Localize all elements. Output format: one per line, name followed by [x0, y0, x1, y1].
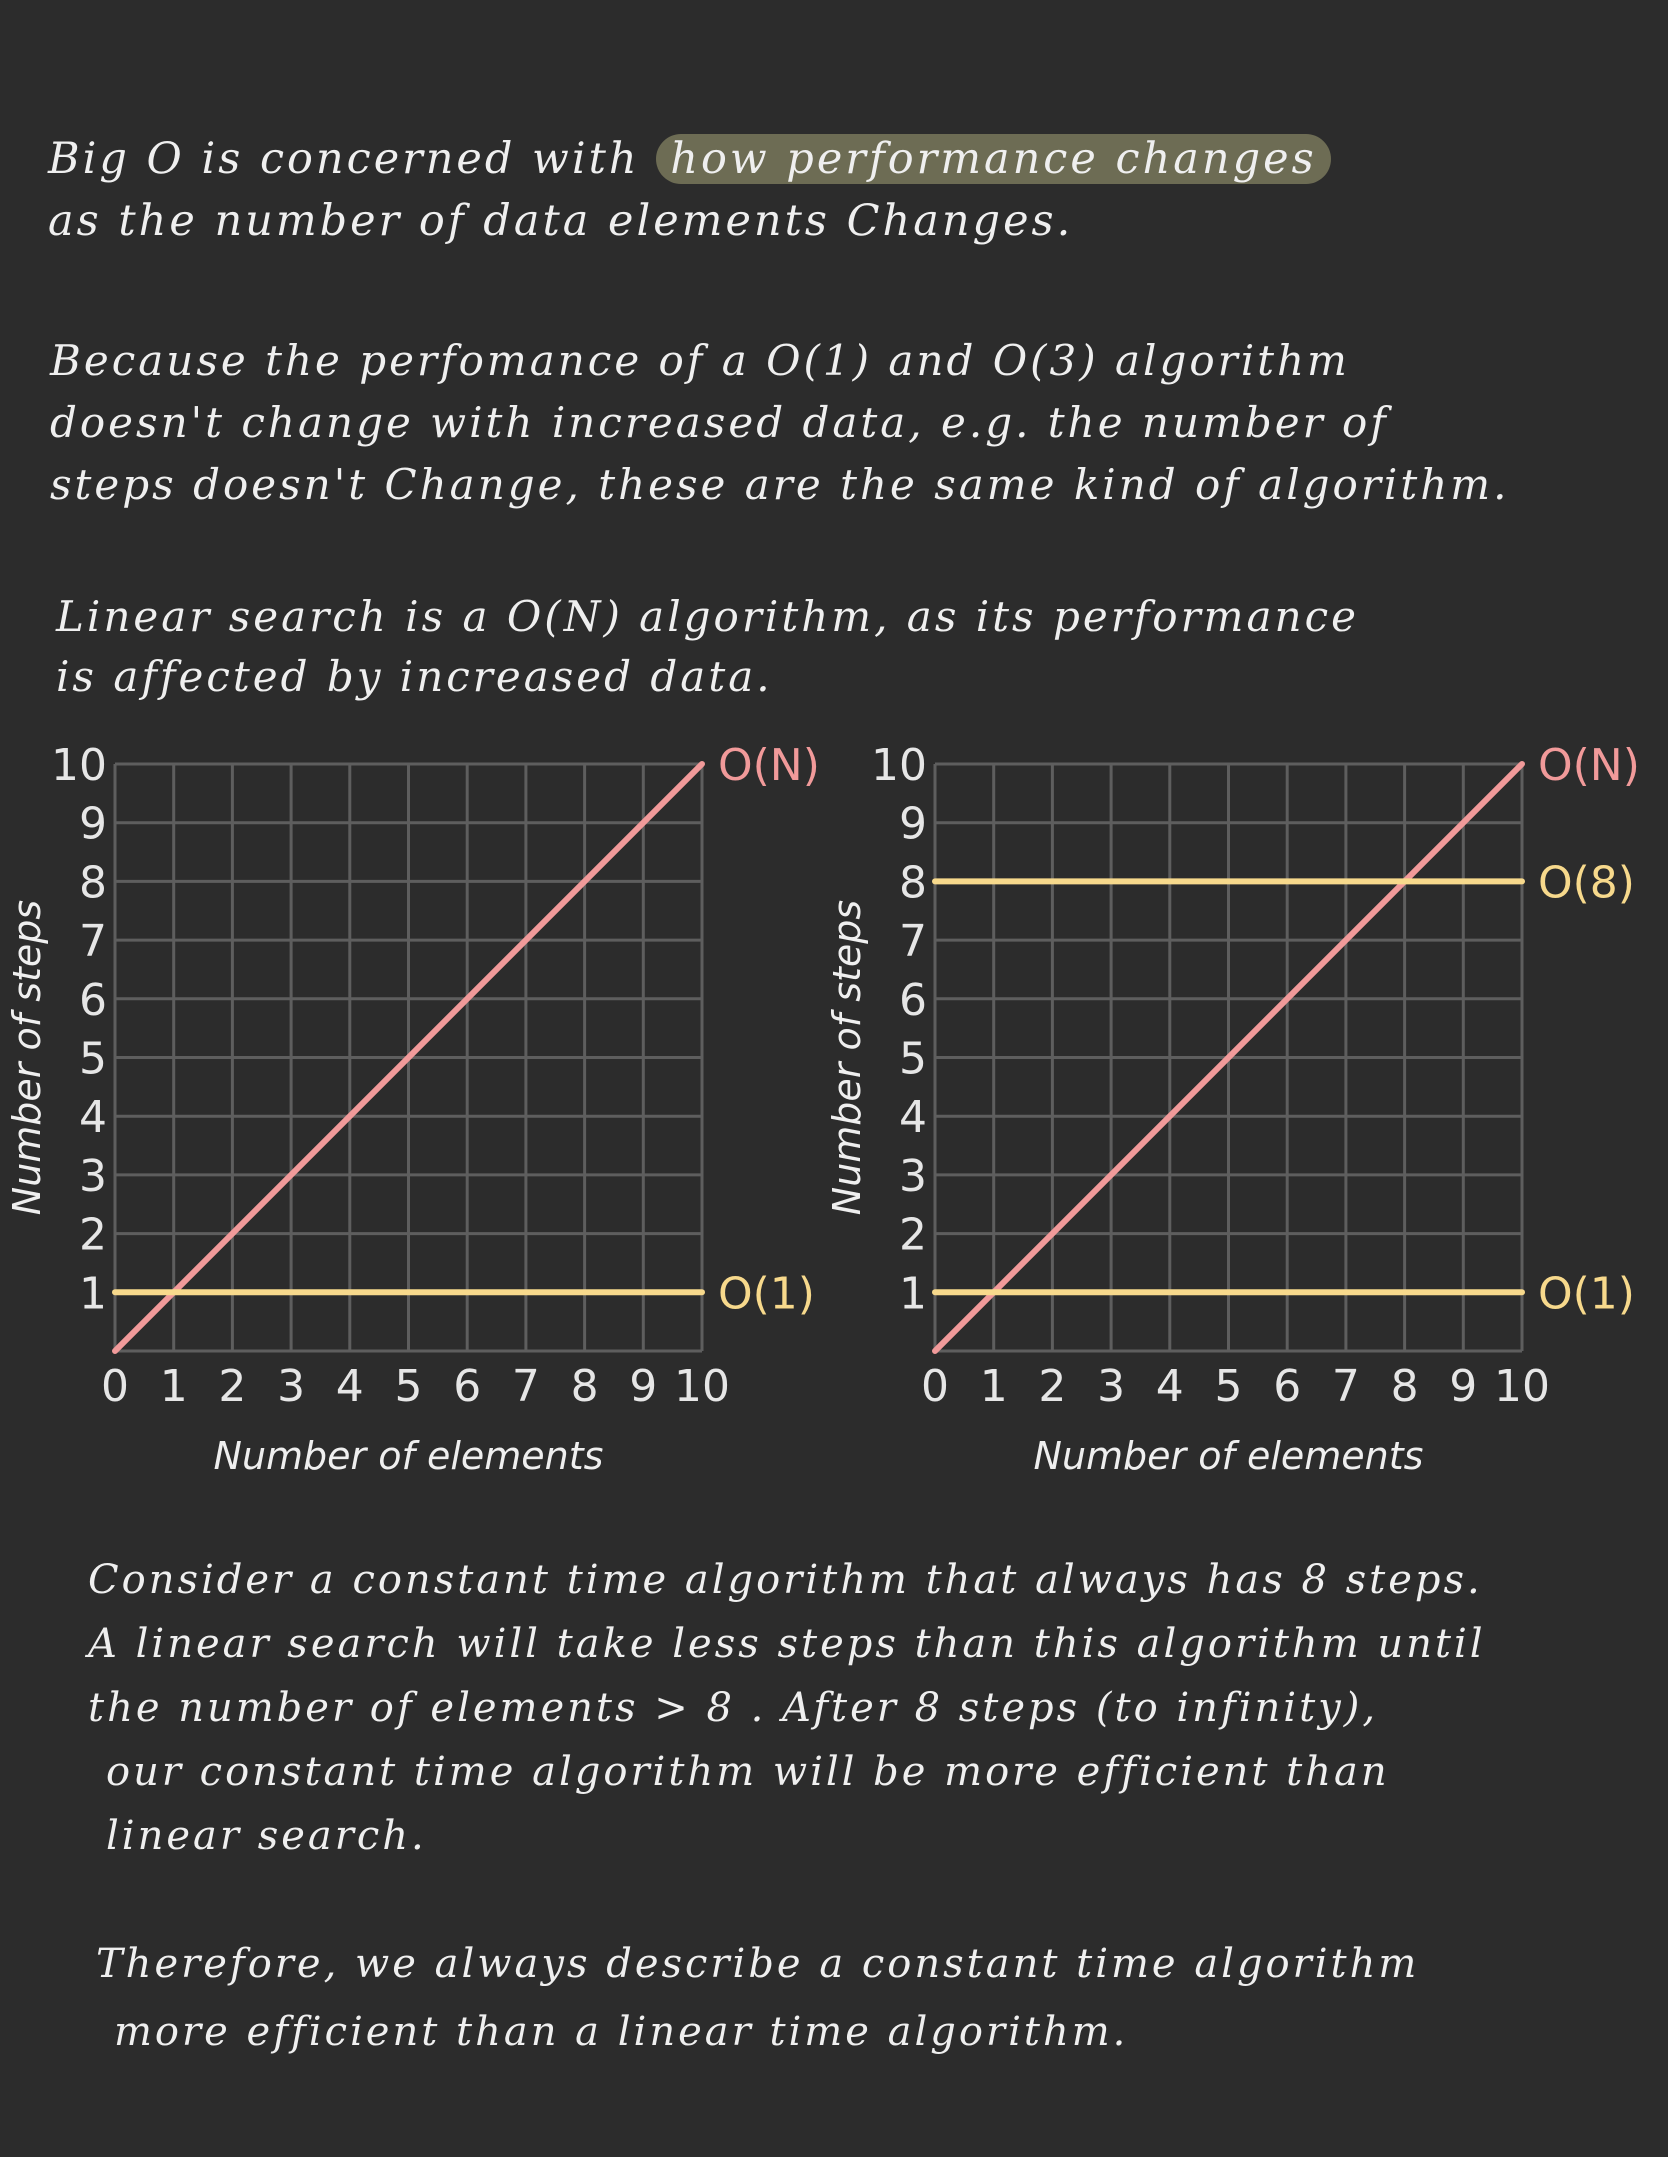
y-axis-label: Number of steps [5, 900, 49, 1215]
series-label: O(8) [1538, 857, 1635, 908]
x-axis-label: Number of elements [1034, 1434, 1424, 1478]
series-label: O(N) [1538, 740, 1640, 791]
series-label: O(N) [718, 740, 820, 791]
y-tick-label: 10 [871, 740, 927, 791]
x-axis-label: Number of elements [214, 1434, 604, 1478]
x-tick-label: 9 [1449, 1361, 1477, 1412]
x-tick-label: 8 [571, 1361, 599, 1412]
x-tick-label: 9 [629, 1361, 657, 1412]
intro-text: Big O is concerned with [48, 134, 640, 184]
x-tick-label: 4 [336, 1361, 364, 1412]
consider-paragraph: Consider a constant time algorithm that … [88, 1548, 1486, 1868]
intro-line-1: Big O is concerned with how performance … [48, 128, 1331, 190]
intro-paragraph: Big O is concerned with how performance … [48, 128, 1331, 252]
y-tick-label: 7 [79, 916, 107, 967]
y-tick-label: 6 [899, 975, 927, 1026]
consider-line-2: A linear search will take less steps tha… [88, 1621, 1486, 1667]
y-tick-label: 2 [79, 1210, 107, 1261]
constant-line-2: doesn't change with increased data, e.g.… [50, 398, 1389, 447]
x-tick-label: 3 [277, 1361, 305, 1412]
therefore-line-2: more efficient than a linear time algori… [114, 2009, 1129, 2055]
consider-line-3: the number of elements > 8 . After 8 ste… [88, 1685, 1379, 1731]
x-tick-label: 10 [1494, 1361, 1550, 1412]
y-tick-label: 3 [79, 1151, 107, 1202]
linear-paragraph: Linear search is a O(N) algorithm, as it… [56, 587, 1359, 707]
consider-line-1: Consider a constant time algorithm that … [88, 1557, 1483, 1603]
series-label: O(1) [1538, 1268, 1635, 1319]
linear-line-1: Linear search is a O(N) algorithm, as it… [56, 592, 1359, 641]
y-tick-label: 5 [79, 1034, 107, 1085]
constant-paragraph: Because the perfomance of a O(1) and O(3… [50, 330, 1509, 516]
y-tick-label: 8 [79, 857, 107, 908]
y-tick-label: 3 [899, 1151, 927, 1202]
therefore-paragraph: Therefore, we always describe a constant… [96, 1930, 1419, 2066]
y-tick-label: 1 [899, 1268, 927, 1319]
y-axis-label: Number of steps [825, 900, 869, 1215]
series-line-on [932, 761, 1525, 1354]
y-tick-label: 10 [51, 740, 107, 791]
y-tick-label: 8 [899, 857, 927, 908]
y-tick-label: 1 [79, 1268, 107, 1319]
x-tick-label: 0 [921, 1361, 949, 1412]
x-tick-label: 10 [674, 1361, 730, 1412]
highlighted-phrase: how performance changes [656, 134, 1331, 184]
y-tick-label: 5 [899, 1034, 927, 1085]
y-tick-label: 6 [79, 975, 107, 1026]
x-tick-label: 2 [218, 1361, 246, 1412]
y-tick-label: 9 [79, 799, 107, 850]
x-tick-label: 1 [980, 1361, 1008, 1412]
y-tick-label: 4 [79, 1092, 107, 1143]
x-tick-label: 2 [1038, 1361, 1066, 1412]
therefore-line-1: Therefore, we always describe a constant… [96, 1941, 1420, 1987]
x-tick-label: 1 [160, 1361, 188, 1412]
x-tick-label: 4 [1156, 1361, 1184, 1412]
x-tick-label: 6 [453, 1361, 481, 1412]
x-tick-label: 7 [1332, 1361, 1360, 1412]
series-label: O(1) [718, 1268, 815, 1319]
y-tick-label: 4 [899, 1092, 927, 1143]
x-tick-label: 6 [1273, 1361, 1301, 1412]
series-line-on [112, 761, 705, 1354]
y-tick-label: 9 [899, 799, 927, 850]
linear-line-2: is affected by increased data. [56, 652, 773, 701]
constant-line-1: Because the perfomance of a O(1) and O(3… [50, 336, 1350, 385]
x-tick-label: 5 [395, 1361, 423, 1412]
x-tick-label: 7 [512, 1361, 540, 1412]
y-tick-label: 7 [899, 916, 927, 967]
x-tick-label: 3 [1097, 1361, 1125, 1412]
x-tick-label: 8 [1391, 1361, 1419, 1412]
y-tick-label: 2 [899, 1210, 927, 1261]
consider-line-5: linear search. [106, 1813, 427, 1859]
x-tick-label: 5 [1215, 1361, 1243, 1412]
constant-line-3: steps doesn't Change, these are the same… [50, 460, 1510, 509]
consider-line-4: our constant time algorithm will be more… [106, 1749, 1390, 1795]
intro-line-2: as the number of data elements Changes. [48, 196, 1074, 246]
x-tick-label: 0 [101, 1361, 129, 1412]
